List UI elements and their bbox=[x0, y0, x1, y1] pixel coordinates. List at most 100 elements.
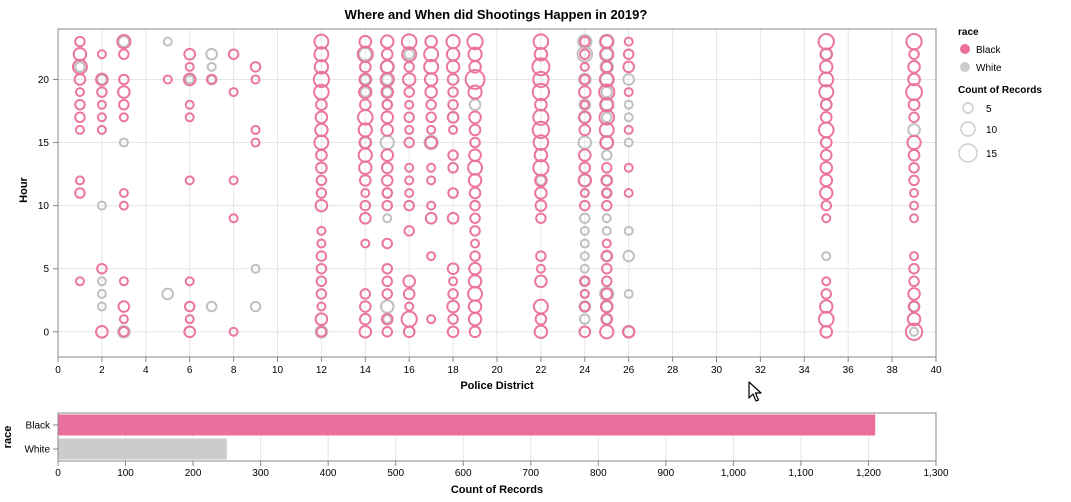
point-black bbox=[96, 112, 107, 123]
point-black bbox=[426, 314, 437, 325]
point-white bbox=[205, 47, 218, 61]
point-black bbox=[535, 250, 547, 262]
legend-color-title: race bbox=[958, 27, 979, 38]
point-black bbox=[467, 285, 484, 302]
x-axis-title: Police District bbox=[460, 380, 534, 392]
point-black bbox=[315, 98, 328, 112]
point-black bbox=[162, 74, 173, 85]
point-black bbox=[446, 325, 460, 339]
x-tick-label: 6 bbox=[187, 365, 193, 376]
y-tick-label: 10 bbox=[38, 201, 50, 212]
bar-y-axis-title: race bbox=[2, 426, 14, 449]
x-tick-label: 8 bbox=[231, 365, 237, 376]
point-black bbox=[467, 299, 483, 314]
x-tick-label: 34 bbox=[799, 365, 811, 376]
x-tick-label: 30 bbox=[711, 365, 723, 376]
point-black bbox=[468, 325, 482, 339]
x-tick-label: 24 bbox=[579, 365, 591, 376]
point-black bbox=[403, 136, 415, 149]
point-black bbox=[599, 135, 614, 150]
point-black bbox=[315, 288, 328, 300]
point-black bbox=[447, 86, 459, 98]
point-black bbox=[74, 87, 85, 98]
point-black bbox=[184, 314, 195, 325]
point-black bbox=[598, 109, 616, 126]
point-black bbox=[380, 34, 395, 49]
point-white bbox=[74, 61, 86, 73]
point-black bbox=[579, 99, 590, 110]
point-black bbox=[600, 174, 614, 187]
legend-size-title: Count of Records bbox=[958, 85, 1042, 96]
point-black bbox=[819, 173, 834, 188]
point-black bbox=[250, 74, 261, 85]
point-black bbox=[403, 225, 415, 237]
point-black bbox=[533, 47, 549, 62]
point-black bbox=[228, 175, 239, 186]
bar-black bbox=[58, 414, 876, 436]
point-black bbox=[426, 162, 437, 173]
point-black bbox=[469, 225, 481, 237]
point-black bbox=[402, 287, 416, 301]
point-black bbox=[600, 249, 614, 263]
legend: race Black White Count of Records 5 10 1… bbox=[958, 27, 1042, 163]
legend-size-label-15: 15 bbox=[986, 149, 998, 160]
y-axis-title: Hour bbox=[18, 176, 30, 202]
point-black bbox=[95, 324, 109, 339]
point-black bbox=[96, 124, 107, 135]
point-black bbox=[907, 72, 921, 87]
bar-x-tick-label: 1,300 bbox=[923, 468, 948, 479]
bar-x-tick-label: 300 bbox=[252, 468, 269, 479]
point-black bbox=[315, 187, 328, 199]
point-black bbox=[909, 188, 920, 198]
point-black bbox=[118, 48, 130, 60]
point-black bbox=[183, 47, 197, 61]
point-black bbox=[316, 238, 327, 249]
point-black bbox=[599, 46, 615, 62]
point-black bbox=[426, 175, 437, 186]
point-white bbox=[96, 288, 107, 299]
point-black bbox=[447, 162, 459, 174]
point-black bbox=[601, 162, 613, 174]
point-white bbox=[578, 72, 592, 87]
point-black bbox=[425, 98, 437, 111]
point-black bbox=[623, 124, 634, 135]
point-black bbox=[118, 314, 129, 325]
point-black bbox=[535, 212, 547, 224]
point-black bbox=[118, 98, 130, 111]
point-black bbox=[315, 250, 328, 262]
point-black bbox=[358, 160, 373, 175]
point-black bbox=[403, 86, 415, 98]
point-black bbox=[250, 124, 261, 135]
x-tick-label: 40 bbox=[930, 365, 942, 376]
point-black bbox=[358, 324, 373, 339]
point-black bbox=[358, 84, 373, 100]
point-black bbox=[118, 112, 129, 123]
point-black bbox=[380, 85, 395, 99]
point-black bbox=[905, 33, 923, 51]
point-black bbox=[315, 174, 328, 187]
point-black bbox=[316, 225, 327, 236]
point-black bbox=[622, 48, 635, 60]
point-white bbox=[161, 287, 175, 301]
point-black bbox=[909, 251, 920, 262]
point-black bbox=[531, 120, 551, 140]
point-white bbox=[821, 251, 832, 262]
point-black bbox=[446, 110, 460, 124]
point-black bbox=[819, 110, 833, 124]
mouse-cursor-icon bbox=[748, 381, 762, 402]
point-black bbox=[184, 61, 195, 72]
point-black bbox=[821, 213, 832, 224]
point-black bbox=[184, 99, 195, 110]
point-black bbox=[403, 111, 415, 124]
point-black bbox=[401, 72, 417, 87]
point-black bbox=[817, 121, 835, 139]
point-black bbox=[205, 73, 218, 86]
legend-size-swatch-5 bbox=[962, 102, 974, 114]
point-black bbox=[468, 148, 482, 162]
point-black bbox=[468, 60, 482, 74]
point-black bbox=[469, 250, 481, 262]
point-black bbox=[381, 275, 393, 288]
legend-size-swatch-15 bbox=[958, 143, 978, 163]
legend-swatch-white bbox=[960, 62, 970, 72]
point-black bbox=[249, 61, 262, 73]
